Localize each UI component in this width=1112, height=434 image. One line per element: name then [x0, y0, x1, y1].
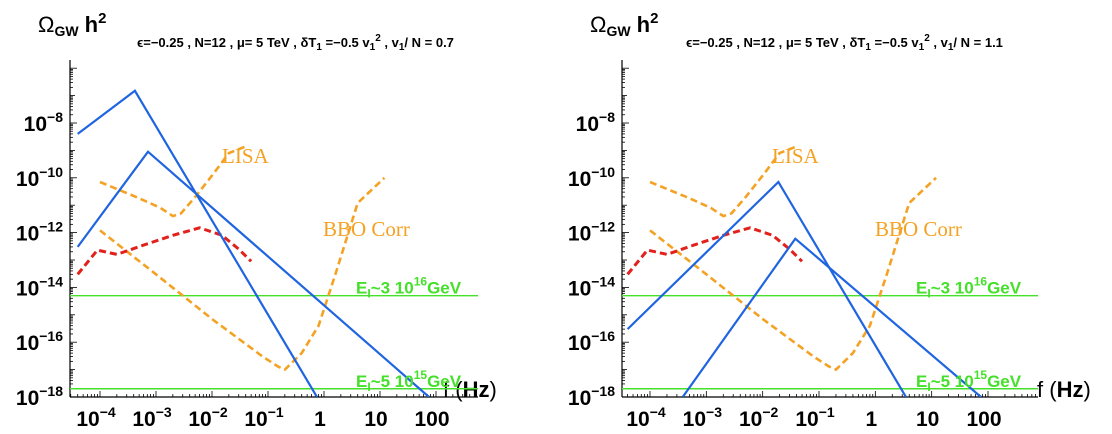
y-tick-label: 10−14	[568, 273, 615, 300]
x-tick-label: 10−3	[132, 404, 172, 431]
chart-panel-2: ΩGW h2 ϵ=−0.25 , N=12 , μ= 5 TeV , δT1 =−…	[568, 10, 1091, 431]
x-tick-label: 1	[865, 408, 877, 431]
x-tick-label: 10−4	[76, 404, 116, 431]
signal-curve-1	[77, 89, 318, 397]
params-annotation: ϵ=−0.25 , N=12 , μ= 5 TeV , δT1 =−0.5 v1…	[686, 33, 1003, 53]
x-tick-label: 10	[364, 408, 387, 431]
x-tick-label: 10−3	[683, 404, 723, 431]
x-tick-label: 10−1	[795, 404, 835, 431]
detector-curve-lisa	[99, 145, 247, 218]
x-tick-label: 10	[916, 408, 939, 431]
x-tick-label: 10−2	[739, 404, 779, 431]
y-axis-label: ΩGW h2	[590, 10, 658, 39]
y-tick-label: 10−14	[16, 273, 63, 300]
foreground-curve	[76, 226, 253, 276]
x-tick-label: 100	[966, 408, 1001, 431]
inflation-scale-label: EI~3 1016GeV	[356, 275, 462, 301]
chart-panel-1: ΩGW h2 ϵ=−0.25 , N=12 , μ= 5 TeV , δT1 =−…	[16, 10, 497, 431]
detector-curve-lisa	[649, 145, 798, 218]
inflation-scale-label: EI~5 1015GeV	[356, 368, 462, 394]
signal-curve-2	[681, 237, 982, 397]
lisa-label: LISA	[772, 144, 820, 168]
x-tick-label: 10−1	[244, 404, 284, 431]
x-tick-label: 100	[414, 408, 449, 431]
params-annotation: ϵ=−0.25 , N=12 , μ= 5 TeV , δT1 =−0.5 v1…	[137, 33, 454, 53]
plot-area	[70, 89, 478, 397]
y-tick-label: 10−8	[576, 109, 616, 136]
y-tick-label: 10−12	[568, 219, 615, 246]
y-tick-label: 10−16	[16, 328, 63, 355]
detector-curve-bbo-corr	[649, 176, 937, 372]
x-tick-label: 10−4	[626, 404, 666, 431]
inflation-scale-label: EI~3 1016GeV	[916, 275, 1022, 301]
x-tick-label: 1	[314, 408, 326, 431]
y-tick-label: 10−16	[568, 328, 615, 355]
bbo-label: BBO Corr	[323, 217, 410, 241]
y-tick-label: 10−8	[24, 109, 64, 136]
plot-area	[622, 145, 1038, 397]
inflation-scale-label: EI~5 1015GeV	[916, 368, 1022, 394]
y-tick-label: 10−12	[16, 219, 63, 246]
detector-curve-bbo-corr	[99, 176, 386, 372]
y-tick-label: 10−10	[16, 164, 63, 191]
x-axis-label: f (Hz)	[443, 377, 497, 402]
y-tick-label: 10−18	[16, 383, 63, 410]
y-axis-label: ΩGW h2	[38, 10, 106, 39]
signal-curve-2	[76, 150, 430, 397]
bbo-label: BBO Corr	[875, 217, 962, 241]
y-tick-label: 10−10	[568, 164, 615, 191]
lisa-label: LISA	[222, 144, 270, 168]
x-axis-label: f (Hz)	[1037, 377, 1091, 402]
y-tick-label: 10−18	[568, 383, 615, 410]
x-tick-label: 10−2	[188, 404, 228, 431]
signal-curve-1	[626, 180, 907, 397]
